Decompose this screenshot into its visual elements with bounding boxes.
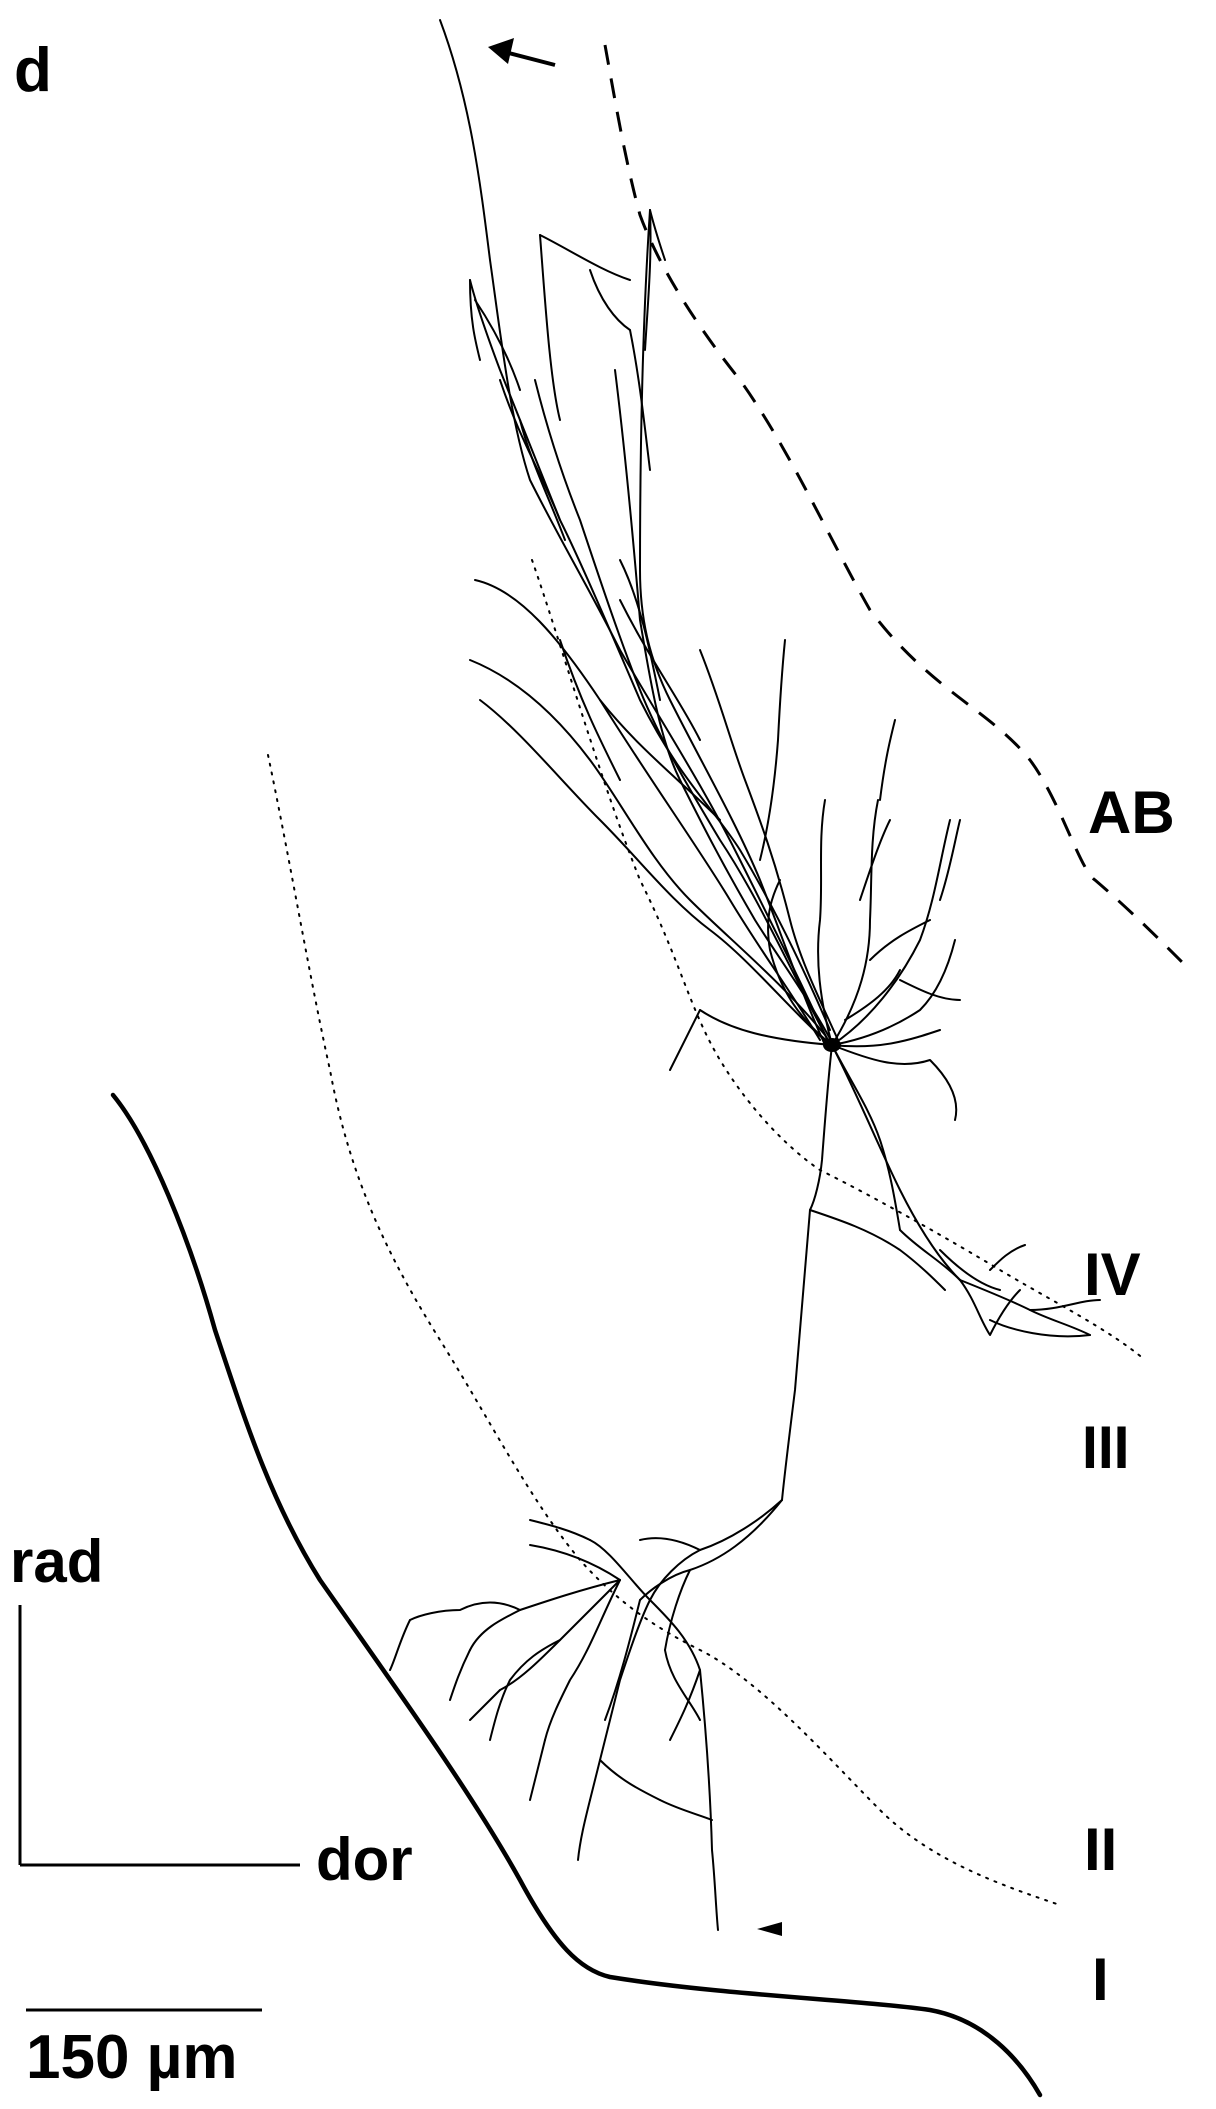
panel-letter: d — [14, 36, 52, 105]
layer-label-i: I — [1092, 1946, 1109, 2013]
arrow-bottom-icon — [757, 1922, 782, 1936]
axis-label-dorsal: dor — [316, 1826, 413, 1893]
neuron-arbor — [389, 19, 1101, 1931]
neuron-soma — [823, 1038, 841, 1052]
scale-bar-label: 150 µm — [26, 2023, 238, 2092]
layer-label-ii: II — [1084, 1816, 1118, 1883]
layer-label-iii: III — [1082, 1414, 1130, 1481]
layer-boundary-outer-dotted — [267, 754, 1061, 1906]
layer-label-ab: AB — [1088, 779, 1175, 846]
arrow-top-icon — [488, 38, 556, 67]
layer-boundary-ab-dashed — [603, 44, 1187, 967]
layer-boundary-inner-dotted — [531, 559, 1146, 1361]
axis-label-radial: rad — [10, 1528, 104, 1595]
layer-label-iv: IV — [1084, 1241, 1141, 1308]
pial-surface-line — [110, 1092, 1043, 2098]
